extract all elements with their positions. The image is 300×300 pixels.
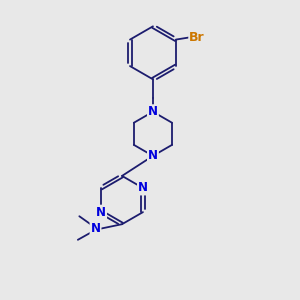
Text: Br: Br (189, 31, 205, 44)
Text: N: N (138, 182, 148, 194)
Text: N: N (148, 105, 158, 118)
Text: N: N (96, 206, 106, 219)
Text: N: N (148, 149, 158, 162)
Text: N: N (91, 222, 100, 235)
